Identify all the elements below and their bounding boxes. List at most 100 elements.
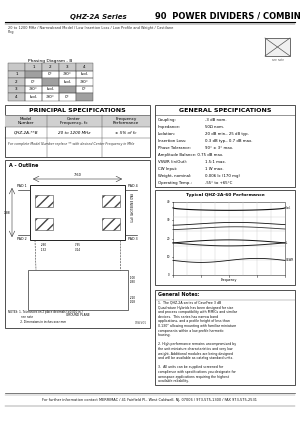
Text: 20: 20: [167, 236, 170, 241]
Text: 0.130" allowing mounting with familiar miniature: 0.130" allowing mounting with familiar m…: [158, 324, 236, 328]
Text: Center
Frequency, fc: Center Frequency, fc: [60, 117, 88, 125]
Text: Isolation:: Isolation:: [158, 132, 176, 136]
Bar: [59, 71, 76, 78]
Text: available reliability.: available reliability.: [158, 379, 189, 383]
Text: 4: 4: [83, 65, 86, 69]
Text: 2. High performance remains uncompromised by: 2. High performance remains uncompromise…: [158, 343, 236, 346]
Bar: [35, 218, 53, 230]
Text: PAD 3: PAD 3: [128, 237, 138, 241]
Bar: [8, 63, 25, 71]
Bar: [42, 63, 59, 71]
Text: Isol.: Isol.: [63, 80, 72, 84]
Text: PAD 1: PAD 1: [17, 184, 27, 188]
Bar: [8, 85, 25, 93]
Text: see note: see note: [272, 58, 284, 62]
Text: 90  POWER DIVIDERS / COMBINERS: 90 POWER DIVIDERS / COMBINERS: [155, 11, 300, 20]
Text: A - Outline: A - Outline: [9, 163, 38, 168]
Text: QHZ-2A-**B: QHZ-2A-**B: [14, 131, 38, 135]
Bar: [102, 195, 120, 207]
Bar: [35, 195, 53, 207]
Text: Isol.: Isol.: [286, 206, 291, 210]
Bar: [25, 63, 42, 71]
Text: 3: 3: [66, 65, 69, 69]
Text: 0.006 lc (170 mg): 0.006 lc (170 mg): [205, 174, 240, 178]
Text: Coupling:: Coupling:: [158, 118, 177, 122]
Bar: [42, 63, 59, 71]
Bar: [5, 115, 150, 127]
Text: GENERAL SPECIFICATIONS: GENERAL SPECIFICATIONS: [179, 108, 271, 113]
Bar: [8, 78, 25, 85]
Text: Amplitude Balance: 0.75 dB max.: Amplitude Balance: 0.75 dB max.: [158, 153, 224, 157]
Text: .220
.018: .220 .018: [130, 296, 136, 304]
Text: 0.3 dB typ., 0.7 dB max.: 0.3 dB typ., 0.7 dB max.: [205, 139, 253, 143]
Text: 20 to 1200 MHz: 20 to 1200 MHz: [58, 131, 90, 135]
Text: Frequency
Performance: Frequency Performance: [113, 117, 139, 125]
Text: compliance with specifications you designate for: compliance with specifications you desig…: [158, 370, 236, 374]
Text: DRW#01: DRW#01: [135, 321, 147, 325]
Text: 0°: 0°: [82, 87, 87, 91]
Text: Impedance:: Impedance:: [158, 125, 181, 129]
Text: For complete Model Number replace ** with desired Center Frequency in MHz: For complete Model Number replace ** wit…: [8, 142, 134, 146]
Bar: [76, 78, 93, 85]
Text: 50Ω nom.: 50Ω nom.: [205, 125, 224, 129]
Text: IL: IL: [286, 241, 288, 245]
Text: -90°: -90°: [63, 72, 72, 76]
Text: 40: 40: [167, 200, 170, 204]
Text: PAD ENVELOPE (PT): PAD ENVELOPE (PT): [128, 193, 132, 222]
Text: CW Input:: CW Input:: [158, 167, 177, 171]
Bar: [8, 71, 25, 78]
Text: the unit miniature characteristics and very low: the unit miniature characteristics and v…: [158, 347, 232, 351]
Text: For further information contact MERRIMAC / 41 Fairfield Pl., West Caldwell, NJ, : For further information contact MERRIMAC…: [43, 398, 257, 402]
Bar: [8, 63, 25, 71]
Text: 0°: 0°: [48, 72, 53, 76]
Text: 0: 0: [168, 273, 170, 277]
Text: PAD 2: PAD 2: [17, 237, 27, 241]
Text: weight. Additional modules are being designed: weight. Additional modules are being des…: [158, 351, 233, 356]
Text: 10: 10: [167, 255, 170, 259]
Bar: [76, 85, 93, 93]
Text: Model
Number: Model Number: [18, 117, 34, 125]
Text: 2: 2: [49, 65, 52, 69]
Text: 1 W max.: 1 W max.: [205, 167, 224, 171]
Bar: [5, 160, 150, 328]
Bar: [76, 93, 93, 100]
Bar: [155, 190, 295, 285]
Text: .100
.030: .100 .030: [130, 276, 136, 284]
Text: and process compatibility with MMICs and similar: and process compatibility with MMICs and…: [158, 310, 237, 314]
Text: -90°: -90°: [29, 87, 38, 91]
Text: 1.  The QHZ-2A series of CaseFree 3 dB: 1. The QHZ-2A series of CaseFree 3 dB: [158, 301, 221, 305]
Bar: [25, 93, 42, 100]
Text: Weight, nominal:: Weight, nominal:: [158, 174, 191, 178]
Bar: [25, 63, 42, 71]
Text: 0°: 0°: [31, 80, 36, 84]
Text: and will be available as catalog standard units.: and will be available as catalog standar…: [158, 356, 233, 360]
Text: VSWR (in/Out):: VSWR (in/Out):: [158, 160, 187, 164]
Text: GROUND PLANE: GROUND PLANE: [66, 313, 90, 317]
Bar: [8, 93, 25, 100]
Bar: [76, 93, 93, 100]
Bar: [30, 185, 125, 240]
Bar: [25, 85, 42, 93]
Text: 0°: 0°: [65, 95, 70, 99]
Text: PAD 4: PAD 4: [128, 184, 138, 188]
Text: PRINCIPAL SPECIFICATIONS: PRINCIPAL SPECIFICATIONS: [29, 108, 126, 113]
Text: housing.: housing.: [158, 333, 172, 337]
Bar: [59, 63, 76, 71]
Bar: [5, 105, 150, 157]
Text: .760: .760: [74, 173, 81, 177]
Bar: [42, 71, 59, 78]
Text: -90°: -90°: [46, 95, 55, 99]
Bar: [25, 71, 42, 78]
Text: 3.  All units can be supplied screened for: 3. All units can be supplied screened fo…: [158, 366, 223, 369]
Text: 20 to 1200 MHz / Narrowband Model / Low Insertion Loss / Low Profile and Weight : 20 to 1200 MHz / Narrowband Model / Low …: [8, 26, 173, 30]
Bar: [59, 63, 76, 71]
Bar: [8, 78, 25, 85]
Text: 4: 4: [15, 95, 18, 99]
Bar: [76, 63, 93, 71]
Text: 2: 2: [15, 80, 18, 84]
Bar: [59, 85, 76, 93]
Text: .188: .188: [3, 210, 10, 215]
Text: VSWR: VSWR: [286, 258, 294, 262]
Text: .765
.314: .765 .314: [74, 243, 81, 252]
Bar: [76, 63, 93, 71]
